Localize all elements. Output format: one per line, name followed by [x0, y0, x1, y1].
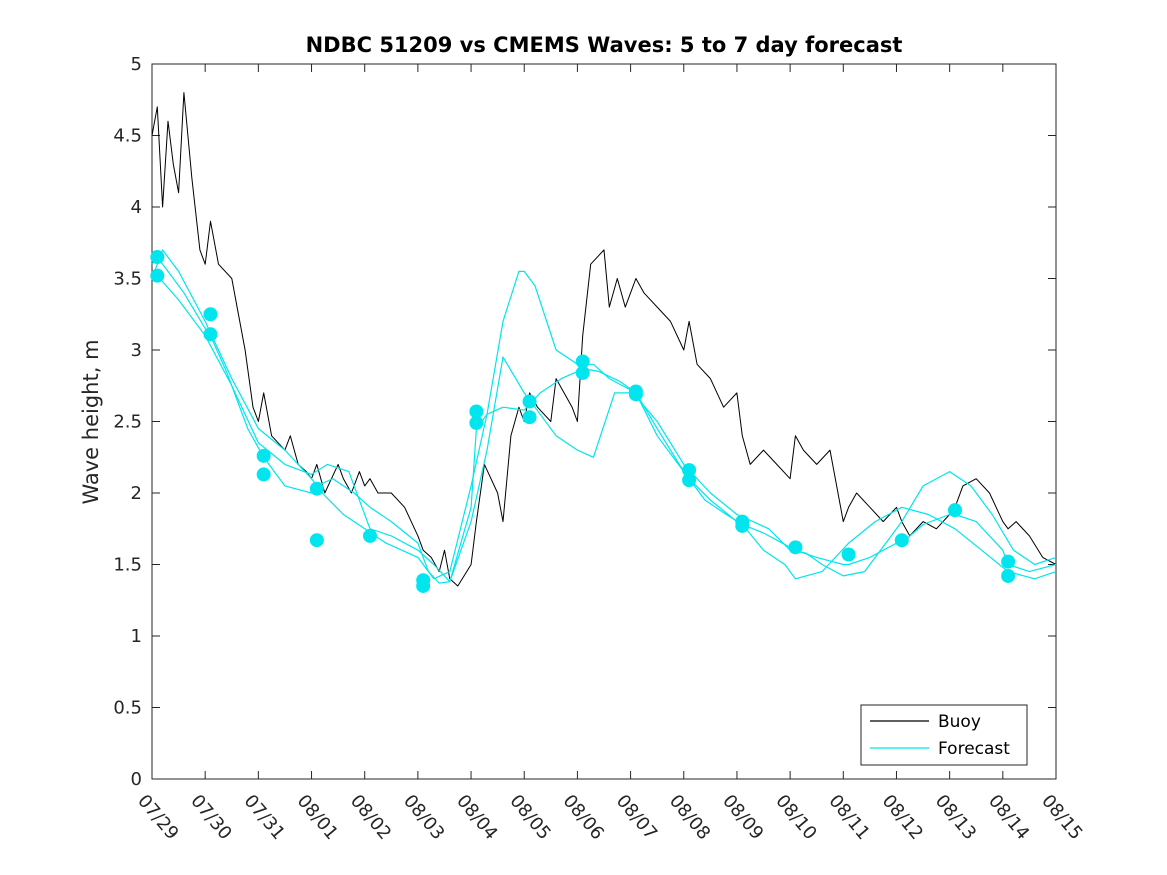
- y-tick-label: 2.5: [113, 412, 142, 433]
- forecast-marker: [947, 503, 962, 518]
- legend-label-forecast: Forecast: [938, 739, 1010, 759]
- y-axis-label: Wave height, m: [79, 339, 103, 504]
- forecast-marker: [363, 528, 378, 543]
- forecast-marker: [203, 327, 218, 342]
- y-tick-label: 5: [131, 54, 142, 75]
- y-tick-label: 1: [131, 626, 142, 647]
- forecast-marker: [1001, 568, 1016, 583]
- y-tick-label: 2: [131, 483, 142, 504]
- y-tick-label: 3: [131, 340, 142, 361]
- y-tick-label: 4.5: [113, 126, 142, 147]
- forecast-marker: [309, 481, 324, 496]
- y-tick-label: 3.5: [113, 269, 142, 290]
- forecast-series-line: [151, 256, 1057, 584]
- forecast-marker: [1001, 554, 1016, 569]
- legend: Buoy Forecast: [860, 704, 1028, 766]
- chart-title: NDBC 51209 vs CMEMS Waves: 5 to 7 day fo…: [306, 33, 903, 57]
- forecast-series-line: [156, 275, 1057, 583]
- y-tick-label: 4: [131, 197, 142, 218]
- forecast-marker: [522, 394, 537, 409]
- forecast-marker: [894, 533, 909, 548]
- legend-label-buoy: Buoy: [938, 712, 981, 732]
- y-tick-label: 1.5: [113, 555, 142, 576]
- forecast-marker: [735, 518, 750, 533]
- forecast-marker: [150, 268, 165, 283]
- buoy-series-line: [151, 92, 1057, 587]
- forecast-marker: [309, 533, 324, 548]
- y-tick-label: 0.5: [113, 698, 142, 719]
- forecast-marker: [256, 467, 271, 482]
- legend-box: [860, 704, 1028, 766]
- forecast-marker: [203, 307, 218, 322]
- forecast-marker: [469, 415, 484, 430]
- forecast-marker: [416, 578, 431, 593]
- forecast-marker: [788, 540, 803, 555]
- forecast-marker: [522, 410, 537, 425]
- forecast-marker: [575, 365, 590, 380]
- axes-box: [151, 63, 1057, 780]
- y-tick-label: 0: [131, 769, 142, 790]
- forecast-marker: [841, 547, 856, 562]
- forecast-marker: [256, 448, 271, 463]
- forecast-marker: [150, 250, 165, 265]
- forecast-marker: [682, 473, 697, 488]
- forecast-marker: [628, 387, 643, 402]
